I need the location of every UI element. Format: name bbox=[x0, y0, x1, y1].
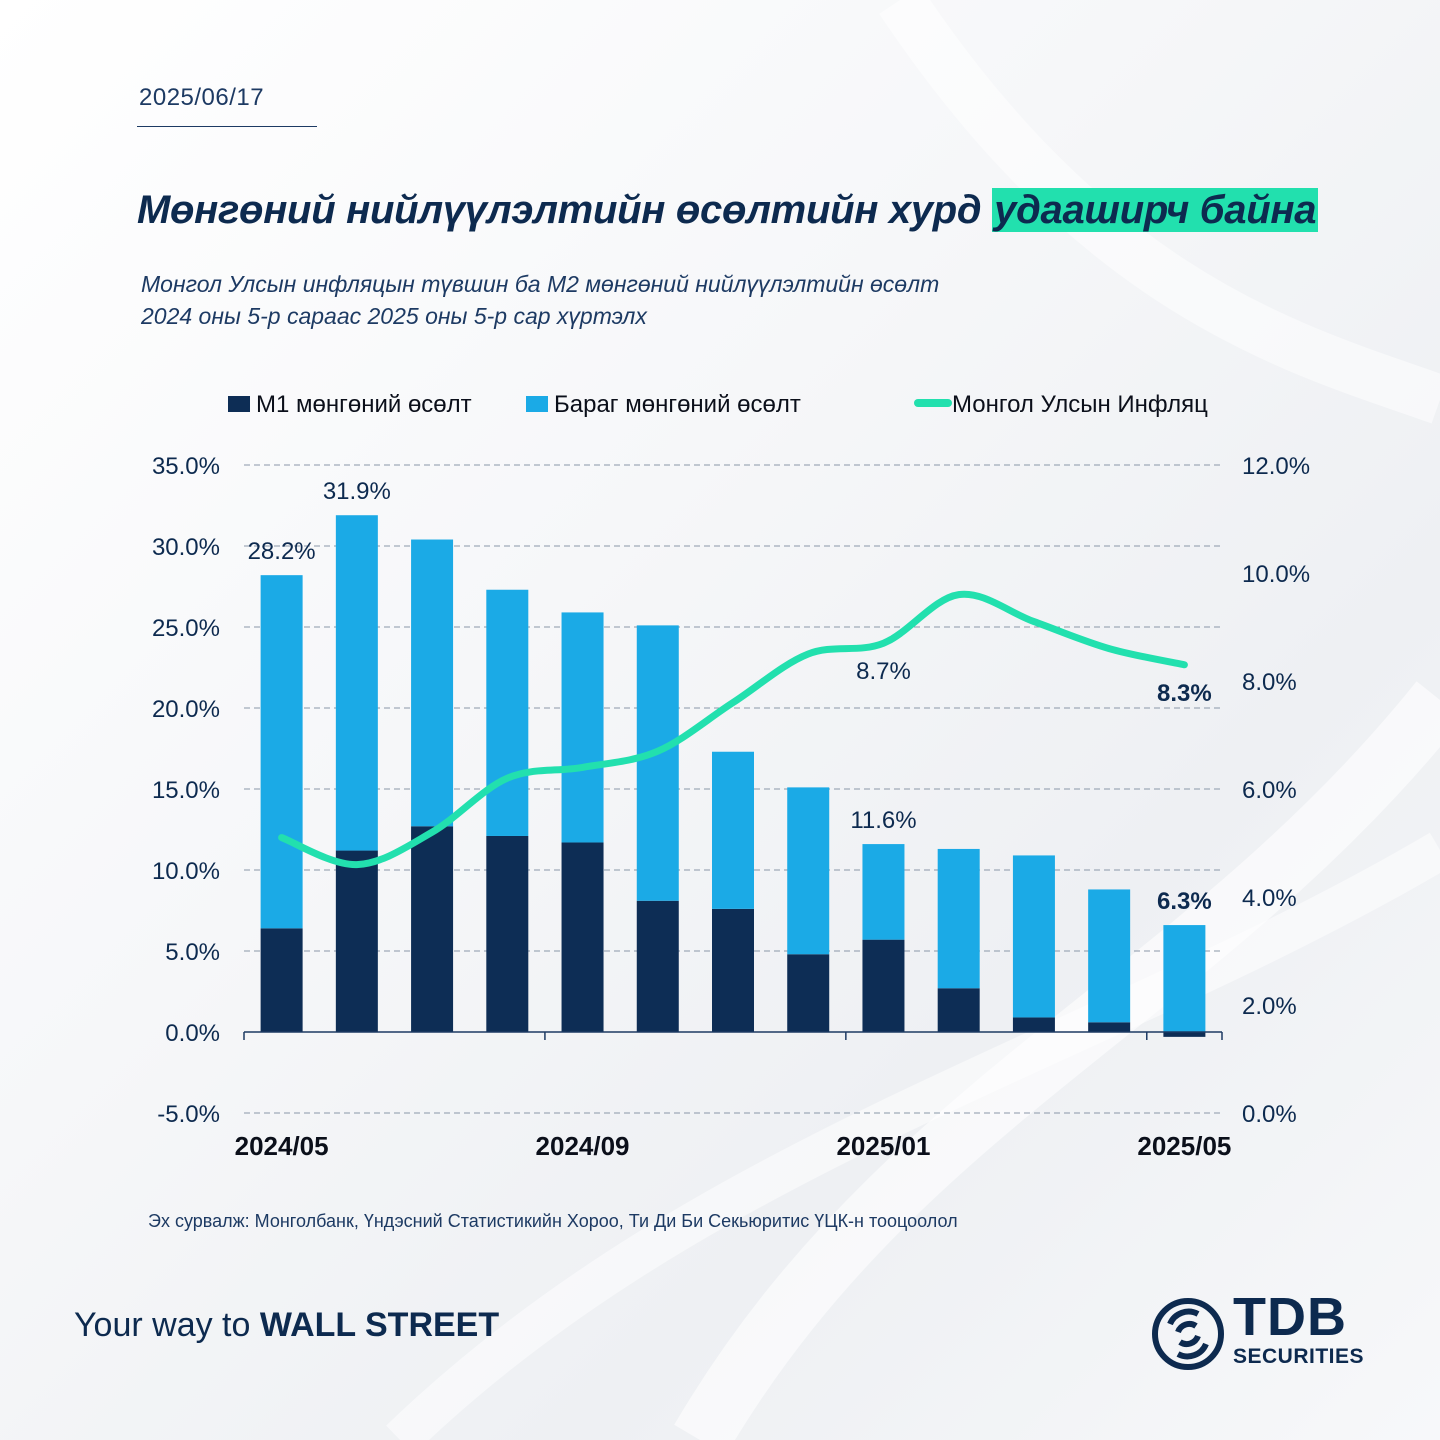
bar-m1 bbox=[937, 988, 980, 1032]
bar-quasi-money bbox=[1088, 889, 1131, 1023]
subtitle-line-1: Монгол Улсын инфляцын түвшин ба M2 мөнгө… bbox=[141, 271, 940, 297]
bar-quasi-money bbox=[937, 848, 980, 989]
bar-m1 bbox=[712, 908, 754, 1032]
bar-quasi-money bbox=[712, 751, 754, 909]
y-tick-left: 30.0% bbox=[152, 534, 220, 561]
slogan-light: Your way to bbox=[74, 1306, 260, 1344]
bar-total-label: 28.2% bbox=[248, 538, 316, 565]
bar-m1 bbox=[1088, 1022, 1131, 1032]
inflation-value-label: 8.3% bbox=[1157, 680, 1212, 707]
title-main: Мөнгөний нийлүүлэлтийн өсөлтийн хурд bbox=[137, 188, 993, 232]
y-tick-right: 8.0% bbox=[1242, 669, 1297, 696]
legend-swatch bbox=[228, 396, 250, 412]
bar-quasi-money bbox=[787, 787, 830, 955]
slogan-bold: WALL STREET bbox=[259, 1306, 500, 1344]
bar-quasi-money bbox=[486, 589, 529, 836]
inflation-value-label: 8.7% bbox=[856, 658, 911, 685]
date-divider bbox=[137, 126, 317, 127]
legend-label: M1 мөнгөний өсөлт bbox=[256, 391, 472, 418]
y-tick-left: 35.0% bbox=[152, 453, 220, 480]
bar-quasi-money bbox=[1012, 855, 1055, 1018]
bar-quasi-money bbox=[862, 844, 905, 940]
y-tick-left: 25.0% bbox=[152, 615, 220, 642]
bar-m1 bbox=[411, 826, 454, 1032]
report-date: 2025/06/17 bbox=[139, 84, 265, 111]
bar-quasi-money bbox=[561, 612, 604, 843]
y-tick-right: 6.0% bbox=[1242, 777, 1297, 804]
y-tick-left: 5.0% bbox=[165, 939, 220, 966]
y-tick-right: 12.0% bbox=[1242, 453, 1310, 480]
title-highlight: удааширч байна bbox=[992, 188, 1319, 232]
tdb-logo-icon bbox=[1152, 1298, 1224, 1370]
bar-quasi-money bbox=[335, 515, 378, 851]
y-tick-left: -5.0% bbox=[157, 1101, 220, 1128]
y-tick-left: 15.0% bbox=[152, 777, 220, 804]
y-tick-right: 0.0% bbox=[1242, 1101, 1297, 1128]
bar-m1 bbox=[486, 835, 529, 1032]
bar-total-label: 11.6% bbox=[850, 807, 916, 834]
bar-m1 bbox=[862, 939, 905, 1032]
chart-subtitle: Монгол Улсын инфляцын түвшин ба M2 мөнгө… bbox=[141, 268, 939, 332]
bar-m1 bbox=[561, 842, 604, 1032]
subtitle-line-2: 2024 оны 5-р сараас 2025 оны 5-р сар хүр… bbox=[141, 303, 647, 329]
bar-quasi-money bbox=[636, 625, 679, 901]
bar-quasi-money bbox=[1163, 925, 1206, 1032]
bar-m1 bbox=[260, 928, 303, 1032]
y-tick-left: 0.0% bbox=[165, 1020, 220, 1047]
bar-total-label: 31.9% bbox=[323, 478, 391, 505]
y-tick-left: 10.0% bbox=[152, 858, 220, 885]
legend-label: Бараг мөнгөний өсөлт bbox=[554, 391, 801, 418]
y-tick-right: 10.0% bbox=[1242, 561, 1310, 588]
x-tick-label: 2025/05 bbox=[1137, 1131, 1231, 1161]
slogan: Your way to WALL STREET bbox=[74, 1306, 499, 1345]
bar-m1 bbox=[1163, 1032, 1206, 1037]
y-tick-right: 2.0% bbox=[1242, 993, 1297, 1020]
logo-text: TDB SECURITIES bbox=[1233, 1287, 1365, 1369]
logo-main: TDB bbox=[1233, 1287, 1347, 1347]
bar-quasi-money bbox=[260, 575, 303, 929]
legend-label: Монгол Улсын Инфляц bbox=[952, 391, 1208, 418]
inflation-line bbox=[278, 590, 1188, 869]
x-tick-label: 2025/01 bbox=[836, 1131, 930, 1161]
bar-m1 bbox=[335, 850, 378, 1032]
page-title: Мөнгөний нийлүүлэлтийн өсөлтийн хурд уда… bbox=[137, 188, 1319, 233]
bar-m1 bbox=[636, 900, 679, 1032]
logo-sub: SECURITIES bbox=[1233, 1345, 1365, 1368]
y-tick-left: 20.0% bbox=[152, 696, 220, 723]
bar-quasi-money bbox=[411, 539, 454, 827]
x-tick-label: 2024/09 bbox=[536, 1131, 630, 1161]
bar-m1 bbox=[1012, 1017, 1055, 1032]
bar-total-label: 6.3% bbox=[1157, 888, 1212, 915]
bar-m1 bbox=[787, 954, 830, 1032]
x-tick-label: 2024/05 bbox=[235, 1131, 329, 1161]
source-note: Эх сурвалж: Монголбанк, Үндэсний Статист… bbox=[148, 1211, 958, 1231]
legend-swatch bbox=[526, 396, 548, 412]
y-tick-right: 4.0% bbox=[1242, 885, 1297, 912]
